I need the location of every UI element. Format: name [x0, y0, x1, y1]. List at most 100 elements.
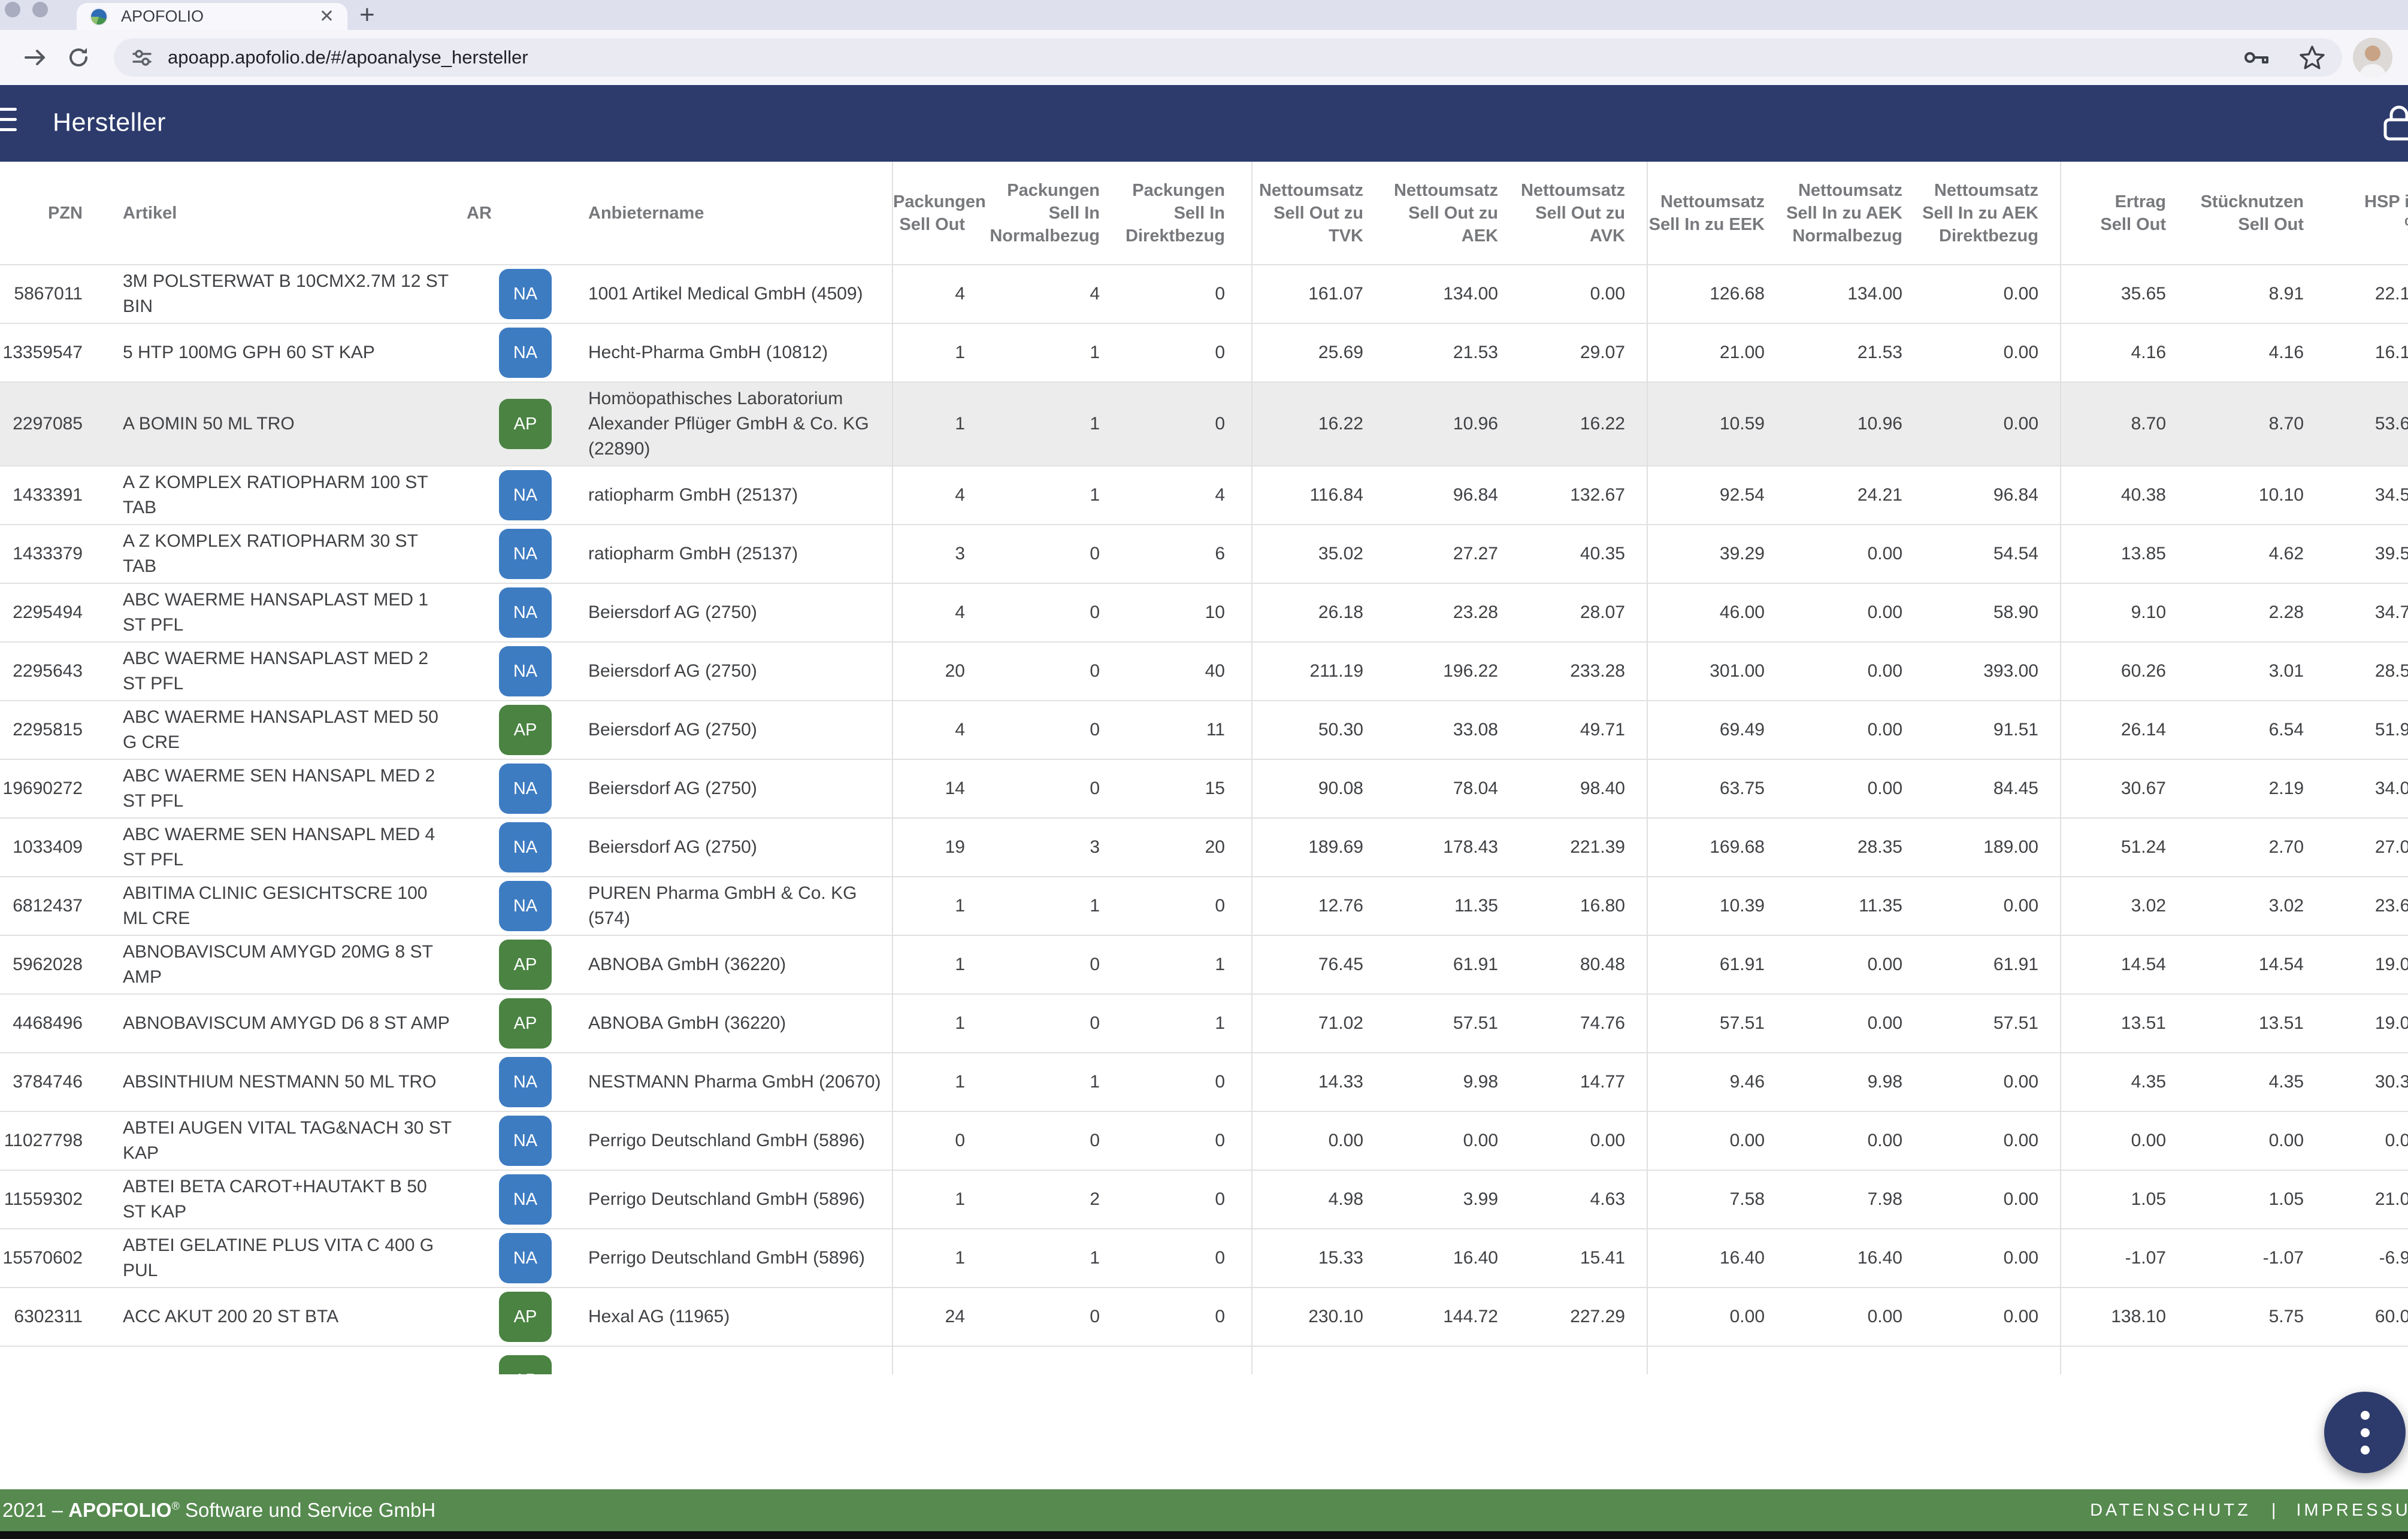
ar-badge: AP: [499, 998, 552, 1049]
forward-button[interactable]: [23, 46, 49, 69]
table-row[interactable]: 2295494 ABC WAERME HANSAPLAST MED 1 ST PF…: [0, 583, 2408, 642]
footer-link-impressum[interactable]: IMPRESSUM: [2296, 1500, 2408, 1520]
address-bar[interactable]: apoapp.apofolio.de/#/apoanalyse_herstell…: [114, 38, 2342, 77]
value-cell: 10.96: [1767, 381, 1905, 466]
table-row[interactable]: 1033409 ABC WAERME SEN HANSAPL MED 4 ST P…: [0, 817, 2408, 877]
table-scroll-area[interactable]: PZN Artikel AR Anbietername Packungen Sell O…: [0, 162, 2408, 1374]
value-cell: 0: [1102, 381, 1253, 466]
table-row[interactable]: 19690272 ABC WAERME SEN HANSAPL MED 2 ST …: [0, 759, 2408, 818]
value-cell: 10.39: [1647, 876, 1767, 935]
value-cell: 40.35: [1501, 524, 1648, 583]
value-cell: 233.28: [1501, 641, 1648, 701]
value-cell: 57.51: [1366, 993, 1501, 1053]
table-row[interactable]: 2297085 A BOMIN 50 ML TRO AP Homöopathische…: [0, 381, 2408, 466]
table-row-partial[interactable]: AP: [0, 1346, 2408, 1374]
value-cell: 1: [967, 323, 1102, 382]
reload-button[interactable]: [66, 46, 92, 69]
value-cell: 189.69: [1252, 817, 1366, 877]
password-key-icon[interactable]: [2243, 46, 2271, 69]
col-header-1[interactable]: PZN: [0, 162, 96, 265]
col-header-11[interactable]: Nettoumsatz Sell In zu EEK: [1647, 162, 1767, 265]
value-cell: 35.65: [2061, 264, 2168, 323]
value-cell: 0.00: [2061, 1111, 2168, 1170]
value-cell: 16.22: [1252, 381, 1366, 466]
col-header-7[interactable]: Packungen Sell In Direktbezug: [1102, 162, 1253, 265]
menu-hamburger-icon[interactable]: [0, 108, 17, 138]
value-cell: 15.41: [1501, 1228, 1648, 1287]
value-cell: 46.00: [1647, 583, 1767, 642]
footer-link-datenschutz[interactable]: DATENSCHUTZ: [2090, 1500, 2251, 1520]
col-header-16[interactable]: HSP in %: [2306, 162, 2408, 265]
table-row[interactable]: 11559302 ABTEI BETA CAROT+HAUTAKT B 50 ST…: [0, 1170, 2408, 1229]
col-header-15[interactable]: Stücknutzen Sell Out: [2168, 162, 2306, 265]
value-cell: 2.19: [2168, 759, 2306, 818]
table-row[interactable]: 5962028 ABNOBAVISCUM AMYGD 20MG 8 ST AMP A…: [0, 935, 2408, 994]
value-cell: 0: [967, 700, 1102, 759]
ar-badge: AP: [499, 940, 552, 990]
value-cell: 3.99: [1366, 1170, 1501, 1229]
site-settings-icon[interactable]: [131, 46, 153, 69]
col-header-3[interactable]: AR: [464, 162, 563, 265]
value-cell: 19: [893, 817, 967, 877]
table-row[interactable]: 4468496 ABNOBAVISCUM AMYGD D6 8 ST AMP AP A…: [0, 993, 2408, 1053]
value-cell: 69.49: [1647, 700, 1767, 759]
value-cell: 3.01: [2168, 641, 2306, 701]
value-cell: 24.21: [1767, 465, 1905, 525]
table-row[interactable]: 6302311 ACC AKUT 200 20 ST BTA AP Hexal AG …: [0, 1287, 2408, 1346]
anbieter-cell: ABNOBA GmbH (36220): [563, 935, 893, 994]
lock-icon[interactable]: [2382, 103, 2408, 143]
col-header-2[interactable]: Artikel: [96, 162, 464, 265]
table-row[interactable]: 1433379 A Z KOMPLEX RATIOPHARM 30 ST TAB N…: [0, 524, 2408, 583]
col-header-13[interactable]: Nettoumsatz Sell In zu AEK Direktbezug: [1905, 162, 2061, 265]
table-row[interactable]: 5867011 3M POLSTERWAT B 10CMX2.7M 12 ST B…: [0, 264, 2408, 323]
artikel-cell: [96, 1346, 464, 1374]
ar-cell: AP: [464, 381, 563, 466]
value-cell: 9.10: [2061, 583, 2168, 642]
value-cell: 0.00: [1501, 1111, 1648, 1170]
value-cell: 8.70: [2061, 381, 2168, 466]
col-header-9[interactable]: Nettoumsatz Sell Out zu AEK: [1366, 162, 1501, 265]
value-cell: [1905, 1346, 2061, 1374]
value-cell: 16.19: [2306, 323, 2408, 382]
table-row[interactable]: 15570602 ABTEI GELATINE PLUS VITA C 400 G…: [0, 1228, 2408, 1287]
value-cell: 221.39: [1501, 817, 1648, 877]
value-cell: 33.08: [1366, 700, 1501, 759]
table-row[interactable]: 6812437 ABITIMA CLINIC GESICHTSCRE 100 ML…: [0, 876, 2408, 935]
col-header-14[interactable]: Ertrag Sell Out: [2061, 162, 2168, 265]
window-control-dot[interactable]: [5, 2, 20, 17]
col-header-12[interactable]: Nettoumsatz Sell In zu AEK Normalbezug: [1767, 162, 1905, 265]
pzn-cell: 6812437: [0, 876, 96, 935]
browser-tab[interactable]: APOFOLIO ✕: [77, 3, 347, 30]
value-cell: 21.08: [2306, 1170, 2408, 1229]
table-row[interactable]: 3784746 ABSINTHIUM NESTMANN 50 ML TRO NA NE…: [0, 1052, 2408, 1111]
value-cell: 0.00: [2306, 1111, 2408, 1170]
value-cell: [2168, 1346, 2306, 1374]
url-text[interactable]: apoapp.apofolio.de/#/apoanalyse_herstell…: [168, 47, 528, 68]
table-row[interactable]: 13359547 5 HTP 100MG GPH 60 ST KAP NA Hecht…: [0, 323, 2408, 382]
value-cell: 4.16: [2168, 323, 2306, 382]
value-cell: 27.01: [2306, 817, 2408, 877]
table-row[interactable]: 2295815 ABC WAERME HANSAPLAST MED 50 G CR…: [0, 700, 2408, 759]
col-header-5[interactable]: Packungen Sell Out: [893, 162, 986, 265]
value-cell: 84.45: [1905, 759, 2061, 818]
col-header-6[interactable]: Packungen Sell In Normalbezug: [967, 162, 1102, 265]
col-header-4[interactable]: Anbietername: [563, 162, 893, 265]
value-cell: 0.00: [1767, 700, 1905, 759]
table-row[interactable]: 1433391 A Z KOMPLEX RATIOPHARM 100 ST TAB…: [0, 465, 2408, 525]
footer-link-separator: |: [2271, 1500, 2276, 1520]
tab-close-icon[interactable]: ✕: [319, 7, 334, 26]
table-row[interactable]: 11027798 ABTEI AUGEN VITAL TAG&NACH 30 ST…: [0, 1111, 2408, 1170]
col-header-8[interactable]: Nettoumsatz Sell Out zu TVK: [1252, 162, 1366, 265]
bookmark-star-icon[interactable]: [2299, 45, 2325, 70]
window-control-dot[interactable]: [32, 2, 48, 17]
avatar[interactable]: [2353, 38, 2392, 77]
value-cell: 0.00: [1905, 1287, 2061, 1346]
new-tab-button[interactable]: +: [359, 0, 375, 29]
col-header-10[interactable]: Nettoumsatz Sell Out zu AVK: [1501, 162, 1648, 265]
value-cell: [1767, 1346, 1905, 1374]
value-cell: 4: [1102, 465, 1253, 525]
fab-more-button[interactable]: [2324, 1392, 2406, 1473]
value-cell: 144.72: [1366, 1287, 1501, 1346]
value-cell: 1: [893, 323, 967, 382]
table-row[interactable]: 2295643 ABC WAERME HANSAPLAST MED 2 ST PF…: [0, 641, 2408, 701]
